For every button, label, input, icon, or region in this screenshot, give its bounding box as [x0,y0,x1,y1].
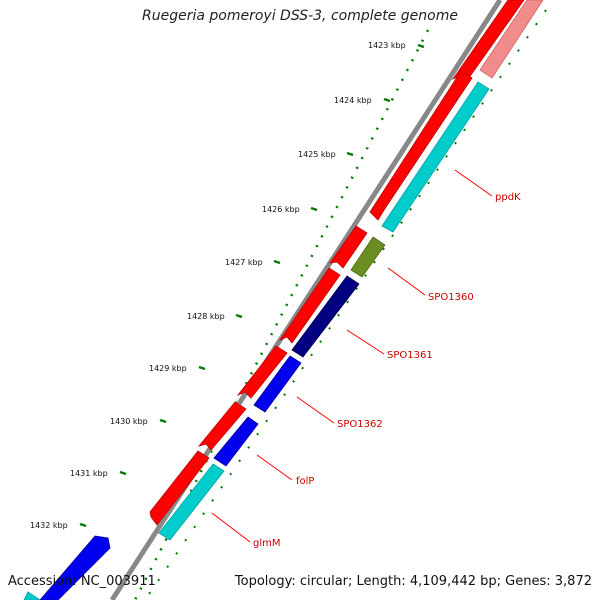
tick-label-1426: 1426 kbp [262,205,300,214]
cds-reverse-track [158,81,490,541]
leader-line [296,396,335,424]
tick-label-1427: 1427 kbp [225,258,263,267]
tick-label-1428: 1428 kbp [187,312,225,321]
tick-mark [417,43,425,49]
cds-feature[interactable] [369,70,473,221]
cds-feature[interactable] [329,225,368,269]
leader-line [256,454,293,481]
tick-label-1431: 1431 kbp [70,469,108,478]
partial-cyan-feature[interactable] [23,591,41,600]
tick-mark [383,97,391,103]
tick-label-1430: 1430 kbp [110,417,148,426]
SPO1360-feature[interactable] [350,236,386,278]
glmM-feature[interactable] [158,463,225,541]
partial-blue-feature[interactable] [39,535,111,600]
gene-label-glmM[interactable]: glmM [253,538,281,549]
tick-labels: 1423 kbp 1424 kbp 1425 kbp 1426 kbp 1427… [30,41,406,530]
cds-feature[interactable] [197,401,247,451]
cds-feature[interactable] [149,450,210,526]
tick-mark [346,151,354,157]
topology-text: Topology: circular; Length: 4,109,442 bp… [234,574,592,589]
gene-label-SPO1361[interactable]: SPO1361 [387,350,433,361]
tick-label-1423: 1423 kbp [368,41,406,50]
SPO1362-feature[interactable] [253,355,302,413]
cds-forward-track [149,0,525,526]
tick-mark [119,470,127,476]
leader-line [454,169,493,197]
tick-mark [273,259,281,265]
SPO1361-feature[interactable] [291,275,360,358]
tick-mark [198,365,206,371]
gene-labels: ppdK SPO1360 SPO1361 SPO1362 folP glmM [253,192,521,549]
gene-label-SPO1362[interactable]: SPO1362 [337,419,383,430]
tick-mark [79,522,87,528]
tick-label-1424: 1424 kbp [334,96,372,105]
tick-mark [159,418,167,424]
gene-label-folP[interactable]: folP [296,476,314,487]
accession-text: Accession: NC_003911 [8,574,156,589]
cds-feature[interactable] [236,345,288,399]
folP-feature[interactable] [213,416,259,467]
tick-track [133,29,430,600]
tick-mark [310,206,318,212]
tick-mark [235,313,243,319]
ppdK-feature[interactable] [381,81,490,233]
cds-pink-feature[interactable] [479,0,544,79]
leader-line [346,329,385,355]
leader-line [387,267,426,296]
gene-label-leaders [211,169,493,543]
tick-label-1425: 1425 kbp [298,150,336,159]
leader-line [211,512,251,543]
gene-label-SPO1360[interactable]: SPO1360 [428,292,474,303]
cds-feature[interactable] [278,267,341,344]
genome-title: Ruegeria pomeroyi DSS-3, complete genome [142,8,458,24]
tick-label-1429: 1429 kbp [149,364,187,373]
gene-label-ppdK[interactable]: ppdK [495,192,521,203]
tick-marks [79,43,425,528]
tick-label-1432: 1432 kbp [30,521,68,530]
